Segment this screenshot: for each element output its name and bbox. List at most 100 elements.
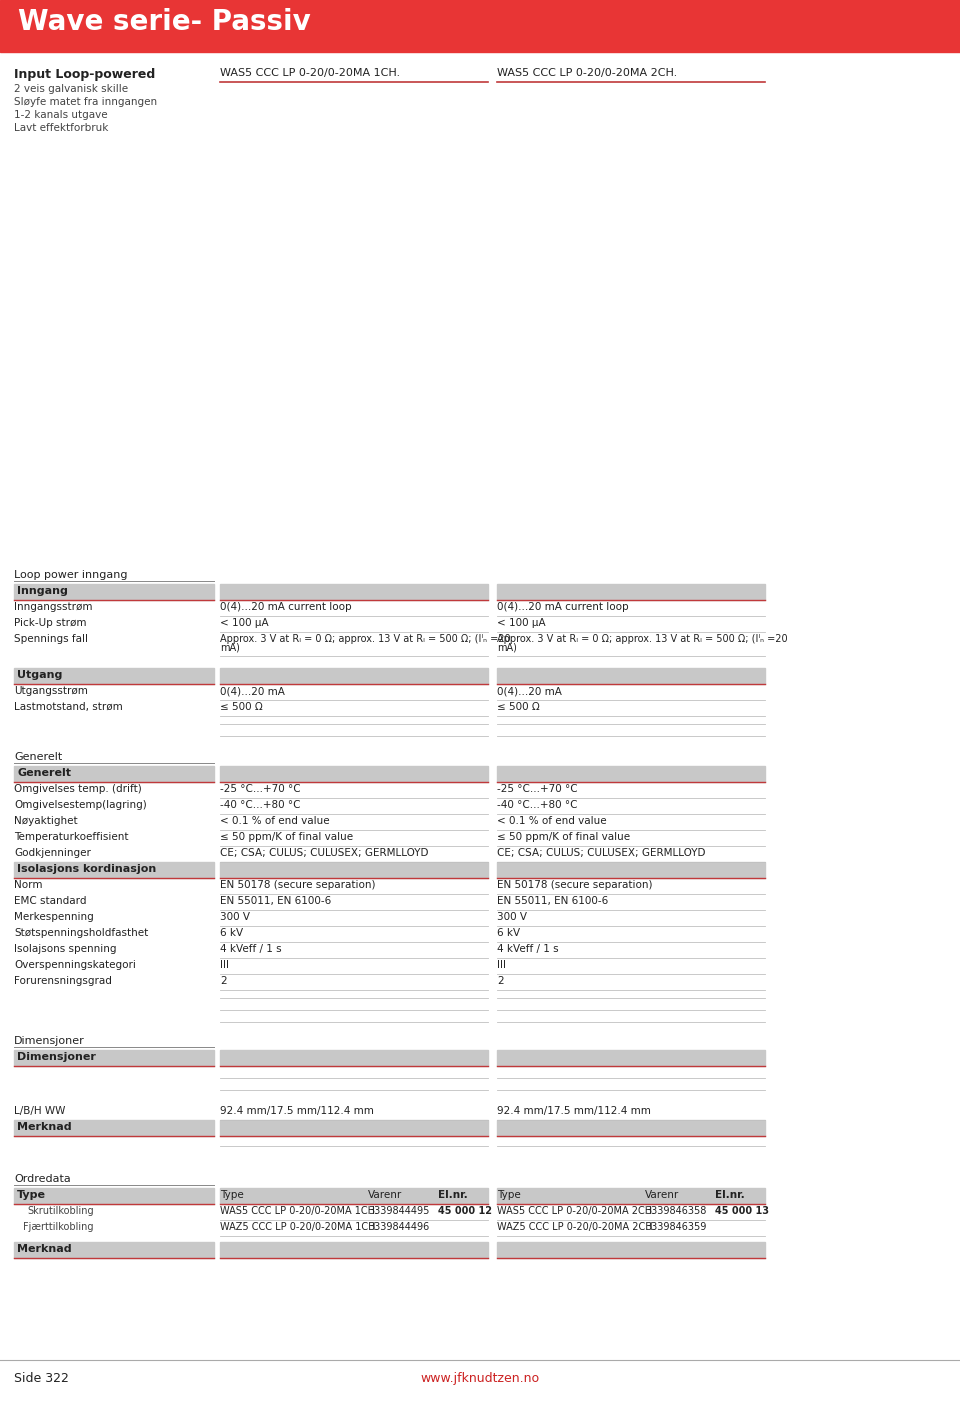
- Text: Merkespenning: Merkespenning: [14, 911, 94, 923]
- Text: Godkjenninger: Godkjenninger: [14, 848, 91, 858]
- Text: WAS5 CCC LP 0-20/0-20MA 1CH.: WAS5 CCC LP 0-20/0-20MA 1CH.: [220, 69, 400, 79]
- Bar: [220, 667, 488, 684]
- Text: mA): mA): [497, 644, 516, 653]
- Text: Inngang: Inngang: [17, 586, 68, 596]
- Text: L/B/H WW: L/B/H WW: [14, 1106, 65, 1116]
- Bar: [0, 0, 960, 52]
- Bar: [497, 862, 765, 878]
- Bar: [14, 765, 214, 782]
- Text: Overspenningskategori: Overspenningskategori: [14, 960, 136, 970]
- Text: -25 °C...+70 °C: -25 °C...+70 °C: [220, 784, 300, 794]
- Text: Forurensningsgrad: Forurensningsgrad: [14, 976, 112, 986]
- Text: Ordredata: Ordredata: [14, 1173, 71, 1185]
- Text: III: III: [220, 960, 229, 970]
- Bar: [220, 765, 488, 782]
- Text: 2: 2: [497, 976, 504, 986]
- Text: ≤ 500 Ω: ≤ 500 Ω: [497, 702, 540, 712]
- Text: Generelt: Generelt: [14, 751, 62, 763]
- Text: -40 °C...+80 °C: -40 °C...+80 °C: [497, 801, 578, 810]
- Text: Utgangsstrøm: Utgangsstrøm: [14, 686, 88, 695]
- Text: 0(4)...20 mA: 0(4)...20 mA: [497, 686, 562, 695]
- Text: 300 V: 300 V: [497, 911, 527, 923]
- Text: EN 50178 (secure separation): EN 50178 (secure separation): [220, 880, 375, 890]
- Text: Type: Type: [497, 1190, 520, 1200]
- Text: -25 °C...+70 °C: -25 °C...+70 °C: [497, 784, 578, 794]
- Text: WAS5 CCC LP 0-20/0-20MA 2CH.: WAS5 CCC LP 0-20/0-20MA 2CH.: [497, 69, 677, 79]
- Bar: [497, 1050, 765, 1066]
- Text: Omgivelsestemp(lagring): Omgivelsestemp(lagring): [14, 801, 147, 810]
- Text: < 100 μA: < 100 μA: [220, 618, 269, 628]
- Text: < 0.1 % of end value: < 0.1 % of end value: [220, 816, 329, 826]
- Text: Generelt: Generelt: [17, 768, 71, 778]
- Text: Approx. 3 V at Rₗ = 0 Ω; approx. 13 V at Rₗ = 500 Ω; (Iᴵₙ =20: Approx. 3 V at Rₗ = 0 Ω; approx. 13 V at…: [497, 634, 787, 644]
- Text: 92.4 mm/17.5 mm/112.4 mm: 92.4 mm/17.5 mm/112.4 mm: [497, 1106, 651, 1116]
- Bar: [497, 1187, 765, 1204]
- Text: EN 50178 (secure separation): EN 50178 (secure separation): [497, 880, 653, 890]
- Text: Loop power inngang: Loop power inngang: [14, 571, 128, 580]
- Bar: [14, 1242, 214, 1258]
- Text: El.nr.: El.nr.: [715, 1190, 745, 1200]
- Text: 1-2 kanals utgave: 1-2 kanals utgave: [14, 109, 108, 121]
- Text: Merknad: Merknad: [17, 1244, 72, 1253]
- Bar: [220, 1187, 488, 1204]
- Text: Side 322: Side 322: [14, 1373, 69, 1385]
- Bar: [14, 667, 214, 684]
- Text: < 0.1 % of end value: < 0.1 % of end value: [497, 816, 607, 826]
- Text: www.jfknudtzen.no: www.jfknudtzen.no: [420, 1373, 540, 1385]
- Text: EMC standard: EMC standard: [14, 896, 86, 906]
- Text: 4 kVeff / 1 s: 4 kVeff / 1 s: [220, 944, 281, 953]
- Text: Pick-Up strøm: Pick-Up strøm: [14, 618, 86, 628]
- Text: Temperaturkoeffisient: Temperaturkoeffisient: [14, 831, 129, 843]
- Bar: [220, 1242, 488, 1258]
- Text: EN 55011, EN 6100-6: EN 55011, EN 6100-6: [497, 896, 609, 906]
- Bar: [220, 1120, 488, 1136]
- Bar: [497, 1242, 765, 1258]
- Text: 45 000 12: 45 000 12: [438, 1206, 492, 1216]
- Text: Isolasjons kordinasjon: Isolasjons kordinasjon: [17, 864, 156, 873]
- Text: Isolajsons spenning: Isolajsons spenning: [14, 944, 116, 953]
- Text: Fjærttilkobling: Fjærttilkobling: [23, 1223, 94, 1232]
- Bar: [220, 862, 488, 878]
- Bar: [14, 1120, 214, 1136]
- Text: 3339846358: 3339846358: [645, 1206, 707, 1216]
- Text: Wave serie- Passiv: Wave serie- Passiv: [18, 8, 311, 36]
- Bar: [497, 585, 765, 600]
- Bar: [497, 765, 765, 782]
- Text: WAS5 CCC LP 0-20/0-20MA 2CH.: WAS5 CCC LP 0-20/0-20MA 2CH.: [497, 1206, 655, 1216]
- Bar: [14, 585, 214, 600]
- Text: 6 kV: 6 kV: [220, 928, 243, 938]
- Text: Omgivelses temp. (drift): Omgivelses temp. (drift): [14, 784, 142, 794]
- Text: III: III: [497, 960, 506, 970]
- Bar: [14, 1050, 214, 1066]
- Text: Type: Type: [220, 1190, 244, 1200]
- Text: 45 000 13: 45 000 13: [715, 1206, 769, 1216]
- Bar: [497, 667, 765, 684]
- Text: 0(4)...20 mA current loop: 0(4)...20 mA current loop: [497, 601, 629, 613]
- Text: 2: 2: [220, 976, 227, 986]
- Text: 4 kVeff / 1 s: 4 kVeff / 1 s: [497, 944, 559, 953]
- Text: Spennings fall: Spennings fall: [14, 634, 88, 644]
- Text: Varenr: Varenr: [645, 1190, 680, 1200]
- Text: Lastmotstand, strøm: Lastmotstand, strøm: [14, 702, 123, 712]
- Text: Nøyaktighet: Nøyaktighet: [14, 816, 78, 826]
- Text: Støtspenningsholdfasthet: Støtspenningsholdfasthet: [14, 928, 148, 938]
- Text: Approx. 3 V at Rₗ = 0 Ω; approx. 13 V at Rₗ = 500 Ω; (Iᴵₙ =20: Approx. 3 V at Rₗ = 0 Ω; approx. 13 V at…: [220, 634, 511, 644]
- Text: Varenr: Varenr: [368, 1190, 402, 1200]
- Text: mA): mA): [220, 644, 240, 653]
- Text: -40 °C...+80 °C: -40 °C...+80 °C: [220, 801, 300, 810]
- Bar: [497, 1120, 765, 1136]
- Text: Norm: Norm: [14, 880, 42, 890]
- Text: Dimensjoner: Dimensjoner: [17, 1052, 96, 1061]
- Text: Lavt effektforbruk: Lavt effektforbruk: [14, 123, 108, 133]
- Text: Input Loop-powered: Input Loop-powered: [14, 69, 156, 81]
- Text: El.nr.: El.nr.: [438, 1190, 468, 1200]
- Text: Utgang: Utgang: [17, 670, 62, 680]
- Text: ≤ 500 Ω: ≤ 500 Ω: [220, 702, 263, 712]
- Text: 3339844496: 3339844496: [368, 1223, 429, 1232]
- Text: Merknad: Merknad: [17, 1122, 72, 1131]
- Text: Skrutilkobling: Skrutilkobling: [28, 1206, 94, 1216]
- Text: 6 kV: 6 kV: [497, 928, 520, 938]
- Text: WAS5 CCC LP 0-20/0-20MA 1CH.: WAS5 CCC LP 0-20/0-20MA 1CH.: [220, 1206, 378, 1216]
- Text: EN 55011, EN 6100-6: EN 55011, EN 6100-6: [220, 896, 331, 906]
- Text: 3339846359: 3339846359: [645, 1223, 707, 1232]
